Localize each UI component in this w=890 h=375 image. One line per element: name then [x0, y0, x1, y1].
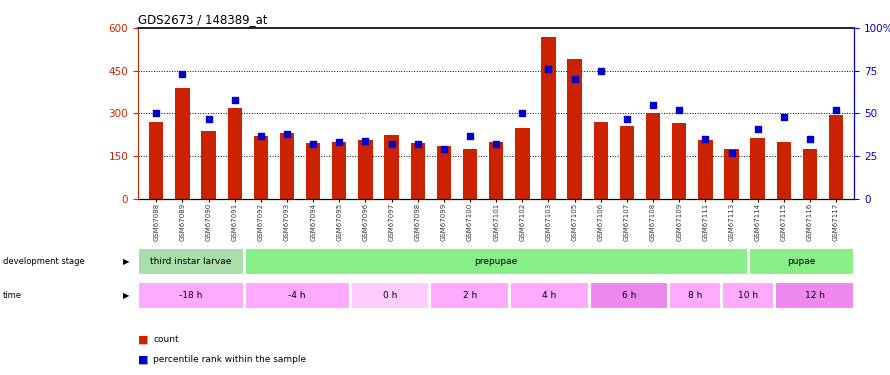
Bar — [139, 282, 244, 309]
Text: -4 h: -4 h — [288, 291, 306, 300]
Point — [410, 141, 425, 147]
Point — [594, 68, 608, 74]
Text: 6 h: 6 h — [621, 291, 636, 300]
Text: ■: ■ — [138, 334, 149, 344]
Text: 12 h: 12 h — [805, 291, 825, 300]
Text: -18 h: -18 h — [179, 291, 203, 300]
Text: 8 h: 8 h — [688, 291, 702, 300]
Text: ■: ■ — [138, 354, 149, 364]
Bar — [175, 88, 190, 199]
Bar — [589, 282, 668, 309]
Point — [201, 116, 215, 122]
Point — [646, 102, 660, 108]
Text: ▶: ▶ — [123, 257, 129, 266]
Text: pupae: pupae — [787, 257, 815, 266]
Bar — [723, 282, 774, 309]
Point — [279, 131, 294, 137]
Bar — [279, 134, 295, 199]
Bar — [489, 142, 504, 199]
Bar — [724, 149, 739, 199]
Point — [672, 107, 686, 113]
Text: prepupae: prepupae — [474, 257, 518, 266]
Point — [515, 110, 530, 116]
Bar — [149, 122, 164, 199]
Bar — [619, 126, 634, 199]
Text: third instar larvae: third instar larvae — [150, 257, 231, 266]
Text: 2 h: 2 h — [463, 291, 477, 300]
Point — [437, 146, 451, 152]
Bar — [748, 248, 854, 275]
Text: time: time — [3, 291, 21, 300]
Bar — [351, 282, 429, 309]
Point — [829, 107, 843, 113]
Text: development stage: development stage — [3, 257, 85, 266]
Bar — [431, 282, 509, 309]
Point — [750, 126, 765, 132]
Bar — [775, 282, 854, 309]
Bar — [332, 142, 346, 199]
Point — [175, 71, 190, 77]
Bar — [245, 282, 350, 309]
Bar — [437, 146, 451, 199]
Bar — [541, 37, 555, 199]
Bar — [306, 143, 320, 199]
Text: count: count — [153, 335, 179, 344]
Text: 0 h: 0 h — [383, 291, 397, 300]
Point — [332, 140, 346, 146]
Bar — [594, 122, 608, 199]
Text: GDS2673 / 148389_at: GDS2673 / 148389_at — [138, 13, 268, 26]
Bar — [384, 135, 399, 199]
Point — [254, 133, 268, 139]
Point — [568, 76, 582, 82]
Bar — [463, 149, 477, 199]
Bar — [254, 136, 268, 199]
Bar — [245, 248, 748, 275]
Bar — [510, 282, 588, 309]
Point — [359, 138, 373, 144]
Bar — [646, 113, 660, 199]
Point — [699, 136, 713, 142]
Bar — [750, 138, 765, 199]
Bar — [803, 149, 817, 199]
Point — [384, 141, 399, 147]
Point — [306, 141, 320, 147]
Point — [228, 97, 242, 103]
Bar — [672, 123, 686, 199]
Bar — [829, 115, 844, 199]
Point — [541, 66, 555, 72]
Point — [777, 114, 791, 120]
Point — [619, 116, 634, 122]
Point — [490, 141, 504, 147]
Bar — [669, 282, 721, 309]
Bar — [777, 142, 791, 199]
Bar — [139, 248, 244, 275]
Point — [803, 136, 817, 142]
Bar — [201, 130, 215, 199]
Point — [463, 133, 477, 139]
Bar — [410, 143, 425, 199]
Text: 10 h: 10 h — [738, 291, 758, 300]
Bar — [359, 141, 373, 199]
Bar — [568, 59, 582, 199]
Text: 4 h: 4 h — [542, 291, 556, 300]
Text: percentile rank within the sample: percentile rank within the sample — [153, 355, 306, 364]
Point — [724, 150, 739, 156]
Point — [150, 110, 164, 116]
Bar — [698, 141, 713, 199]
Bar — [515, 128, 530, 199]
Bar — [228, 108, 242, 199]
Text: ▶: ▶ — [123, 291, 129, 300]
